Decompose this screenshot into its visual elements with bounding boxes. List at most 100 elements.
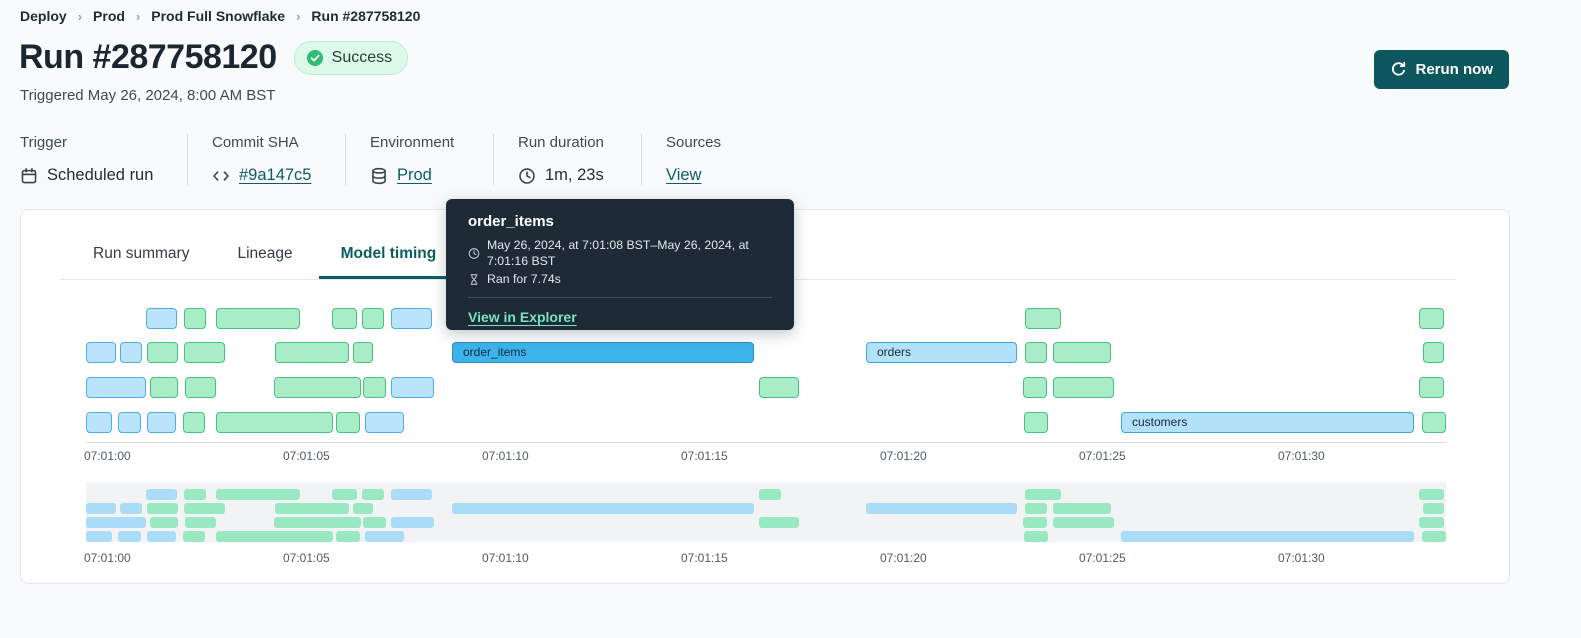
minimap-bar (1024, 531, 1048, 542)
gantt-bar[interactable] (216, 308, 300, 329)
meta-sources: Sources View (666, 134, 745, 185)
meta-duration-label: Run duration (518, 134, 604, 151)
minimap-tick-label: 07:01:20 (880, 551, 927, 565)
gantt-bar[interactable] (147, 412, 176, 433)
gantt-bar[interactable] (336, 412, 360, 433)
view-in-explorer-link[interactable]: View in Explorer (468, 309, 577, 325)
gantt-bar[interactable] (353, 342, 373, 363)
clock-icon (519, 167, 535, 184)
gantt-bar[interactable] (118, 412, 141, 433)
gantt-bar[interactable] (86, 412, 112, 433)
environment-link[interactable]: Prod (397, 166, 432, 184)
rerun-now-button[interactable]: Rerun now (1373, 50, 1509, 89)
tab-model-timing[interactable]: Model timing (318, 237, 459, 279)
tooltip-model-name: order_items (468, 213, 554, 230)
page-title: Run #287758120 (19, 38, 277, 76)
minimap-bar (391, 489, 432, 500)
gantt-bar[interactable] (185, 377, 216, 398)
sources-view-link[interactable]: View (666, 166, 702, 184)
tab-lineage[interactable]: Lineage (237, 245, 293, 262)
minimap-bar (183, 531, 205, 542)
gantt-bar[interactable] (362, 308, 384, 329)
gantt-bar[interactable] (391, 377, 434, 398)
meta-duration: Run duration 1m, 23s (518, 134, 642, 185)
gantt-bar[interactable] (332, 308, 357, 329)
axis-tick-label: 07:01:15 (681, 449, 728, 463)
minimap-tick-label: 07:01:30 (1278, 551, 1325, 565)
chevron-right-icon: › (135, 8, 141, 24)
breadcrumb-item-job[interactable]: Prod Full Snowflake (151, 8, 286, 24)
gantt-bar[interactable] (1025, 342, 1047, 363)
breadcrumb: Deploy › Prod › Prod Full Snowflake › Ru… (0, 0, 1581, 24)
gantt-bar[interactable] (183, 412, 205, 433)
minimap-bar (274, 517, 361, 528)
gantt-bar[interactable] (120, 342, 142, 363)
gantt-bar[interactable] (363, 377, 386, 398)
minimap-bar (1422, 531, 1446, 542)
gantt-bar[interactable] (1025, 308, 1061, 329)
gantt-bar[interactable] (759, 377, 799, 398)
gantt-axis-line (86, 442, 1446, 443)
gantt-bar[interactable] (86, 342, 116, 363)
code-icon (213, 170, 229, 181)
minimap-bar (1023, 517, 1047, 528)
gantt-bar[interactable] (391, 308, 432, 329)
gantt-bar[interactable] (1053, 342, 1111, 363)
commit-sha-link[interactable]: #9a147c5 (239, 166, 312, 184)
minimap-bar (1423, 503, 1444, 514)
database-icon (372, 167, 386, 184)
gantt-bar[interactable] (1419, 377, 1444, 398)
rerun-now-label: Rerun now (1415, 61, 1494, 78)
gantt-bar[interactable] (146, 308, 177, 329)
gantt-bar[interactable] (216, 412, 333, 433)
breadcrumb-item-prod[interactable]: Prod (93, 8, 125, 24)
axis-tick-label: 07:01:20 (880, 449, 927, 463)
gantt-bar-orders[interactable]: orders (866, 342, 1017, 363)
breadcrumb-item-deploy[interactable]: Deploy (20, 8, 67, 24)
minimap-bar (146, 489, 177, 500)
minimap-bar (1419, 489, 1444, 500)
status-badge: Success (293, 40, 409, 75)
gantt-minimap[interactable] (86, 482, 1446, 542)
gantt-bar[interactable] (1423, 342, 1444, 363)
minimap-bar (86, 531, 112, 542)
status-badge-label: Success (331, 48, 393, 66)
gantt-bar[interactable] (1419, 308, 1444, 329)
minimap-bar (1025, 503, 1047, 514)
minimap-bar (391, 517, 434, 528)
gantt-bar[interactable] (365, 412, 404, 433)
minimap-bar (1025, 489, 1061, 500)
clock-icon (468, 247, 480, 259)
model-tooltip: order_items May 26, 2024, at 7:01:08 BST… (446, 199, 794, 330)
minimap-bar-customers (1121, 531, 1414, 542)
axis-tick-label: 07:01:30 (1278, 449, 1325, 463)
meta-sources-label: Sources (666, 134, 722, 151)
minimap-bar-order_items (452, 503, 754, 514)
minimap-tick-label: 07:01:25 (1079, 551, 1126, 565)
minimap-bar (216, 531, 333, 542)
meta-trigger-value: Scheduled run (47, 166, 154, 184)
breadcrumb-item-run: Run #287758120 (311, 8, 421, 24)
gantt-bar[interactable] (147, 342, 178, 363)
gantt-bar[interactable] (1024, 412, 1048, 433)
gantt-bar[interactable] (1422, 412, 1446, 433)
gantt-bar[interactable] (1023, 377, 1047, 398)
minimap-bar-orders (866, 503, 1017, 514)
meta-commit: Commit SHA #9a147c5 (212, 134, 346, 185)
tab-run-summary[interactable]: Run summary (93, 245, 190, 262)
minimap-bar (332, 489, 357, 500)
gantt-bar[interactable] (275, 342, 349, 363)
minimap-bar (150, 517, 178, 528)
axis-tick-label: 07:01:00 (84, 449, 131, 463)
gantt-bar[interactable] (150, 377, 178, 398)
gantt-bar[interactable] (184, 308, 206, 329)
minimap-bar (363, 517, 386, 528)
minimap-bar (216, 489, 300, 500)
gantt-bar[interactable] (86, 377, 146, 398)
gantt-bar-order_items[interactable]: order_items (452, 342, 754, 363)
gantt-bar[interactable] (184, 342, 225, 363)
gantt-bar-customers[interactable]: customers (1121, 412, 1414, 433)
gantt-bar[interactable] (274, 377, 361, 398)
gantt-bar[interactable] (1053, 377, 1114, 398)
